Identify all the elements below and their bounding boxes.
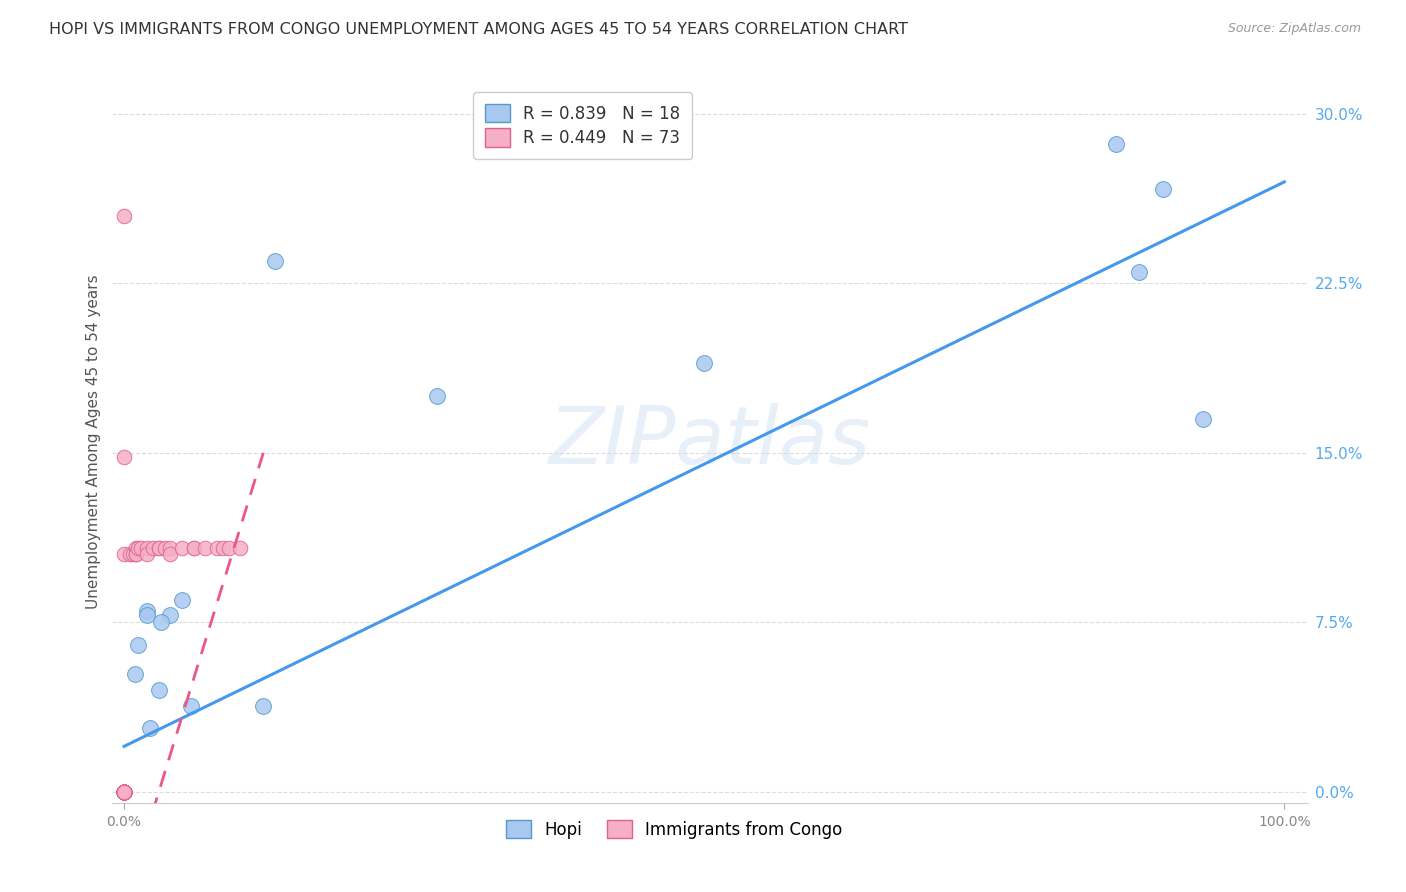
Point bbox=[153, 541, 176, 555]
Point bbox=[194, 541, 217, 555]
Point bbox=[112, 784, 135, 798]
Point bbox=[112, 784, 135, 798]
Point bbox=[127, 638, 149, 652]
Point bbox=[112, 784, 135, 798]
Point bbox=[112, 784, 135, 798]
Point bbox=[1152, 181, 1174, 195]
Point bbox=[138, 721, 160, 735]
Point bbox=[1128, 265, 1150, 279]
Point bbox=[112, 784, 135, 798]
Point bbox=[252, 698, 274, 713]
Point bbox=[148, 541, 170, 555]
Point bbox=[159, 541, 181, 555]
Point bbox=[112, 784, 135, 798]
Point bbox=[112, 784, 135, 798]
Text: ZIPatlas: ZIPatlas bbox=[548, 402, 872, 481]
Point bbox=[426, 389, 449, 403]
Point bbox=[118, 548, 141, 562]
Point bbox=[112, 784, 135, 798]
Point bbox=[264, 253, 287, 268]
Point bbox=[125, 541, 148, 555]
Point bbox=[112, 784, 135, 798]
Point bbox=[205, 541, 228, 555]
Point bbox=[148, 541, 170, 555]
Point bbox=[136, 608, 159, 623]
Y-axis label: Unemployment Among Ages 45 to 54 years: Unemployment Among Ages 45 to 54 years bbox=[86, 274, 101, 609]
Point bbox=[112, 784, 135, 798]
Point bbox=[112, 784, 135, 798]
Point bbox=[122, 548, 145, 562]
Point bbox=[112, 784, 135, 798]
Point bbox=[112, 784, 135, 798]
Point bbox=[148, 682, 170, 697]
Point bbox=[136, 548, 159, 562]
Point bbox=[112, 784, 135, 798]
Point bbox=[112, 784, 135, 798]
Legend: Hopi, Immigrants from Congo: Hopi, Immigrants from Congo bbox=[496, 810, 852, 848]
Point bbox=[112, 784, 135, 798]
Point bbox=[112, 784, 135, 798]
Point bbox=[125, 548, 148, 562]
Point bbox=[112, 784, 135, 798]
Point bbox=[112, 784, 135, 798]
Point bbox=[112, 784, 135, 798]
Point bbox=[112, 784, 135, 798]
Point bbox=[1192, 412, 1215, 426]
Point bbox=[112, 784, 135, 798]
Point bbox=[172, 592, 194, 607]
Point bbox=[180, 698, 202, 713]
Point bbox=[142, 541, 165, 555]
Text: Source: ZipAtlas.com: Source: ZipAtlas.com bbox=[1227, 22, 1361, 36]
Point bbox=[172, 541, 194, 555]
Point bbox=[136, 604, 159, 618]
Point bbox=[112, 784, 135, 798]
Point bbox=[1105, 136, 1128, 151]
Point bbox=[112, 784, 135, 798]
Point bbox=[112, 784, 135, 798]
Point bbox=[112, 784, 135, 798]
Point bbox=[112, 784, 135, 798]
Point bbox=[229, 541, 252, 555]
Point bbox=[112, 784, 135, 798]
Point bbox=[112, 784, 135, 798]
Point bbox=[112, 784, 135, 798]
Point bbox=[124, 667, 146, 681]
Point bbox=[693, 355, 716, 369]
Point bbox=[112, 784, 135, 798]
Point bbox=[112, 784, 135, 798]
Point bbox=[112, 784, 135, 798]
Point bbox=[131, 541, 153, 555]
Point bbox=[183, 541, 205, 555]
Point bbox=[112, 784, 135, 798]
Point bbox=[150, 615, 173, 630]
Point bbox=[112, 784, 135, 798]
Point bbox=[112, 784, 135, 798]
Point bbox=[112, 784, 135, 798]
Point bbox=[112, 784, 135, 798]
Point bbox=[112, 784, 135, 798]
Point bbox=[127, 541, 149, 555]
Point bbox=[125, 548, 148, 562]
Point bbox=[112, 784, 135, 798]
Point bbox=[112, 784, 135, 798]
Point bbox=[183, 541, 205, 555]
Point bbox=[112, 784, 135, 798]
Point bbox=[159, 548, 181, 562]
Point bbox=[112, 784, 135, 798]
Point bbox=[136, 541, 159, 555]
Text: HOPI VS IMMIGRANTS FROM CONGO UNEMPLOYMENT AMONG AGES 45 TO 54 YEARS CORRELATION: HOPI VS IMMIGRANTS FROM CONGO UNEMPLOYME… bbox=[49, 22, 908, 37]
Point bbox=[112, 784, 135, 798]
Point bbox=[218, 541, 240, 555]
Point bbox=[112, 450, 135, 465]
Point bbox=[112, 784, 135, 798]
Point bbox=[211, 541, 233, 555]
Point bbox=[112, 784, 135, 798]
Point bbox=[112, 548, 135, 562]
Point bbox=[112, 209, 135, 223]
Point bbox=[159, 608, 181, 623]
Point bbox=[112, 784, 135, 798]
